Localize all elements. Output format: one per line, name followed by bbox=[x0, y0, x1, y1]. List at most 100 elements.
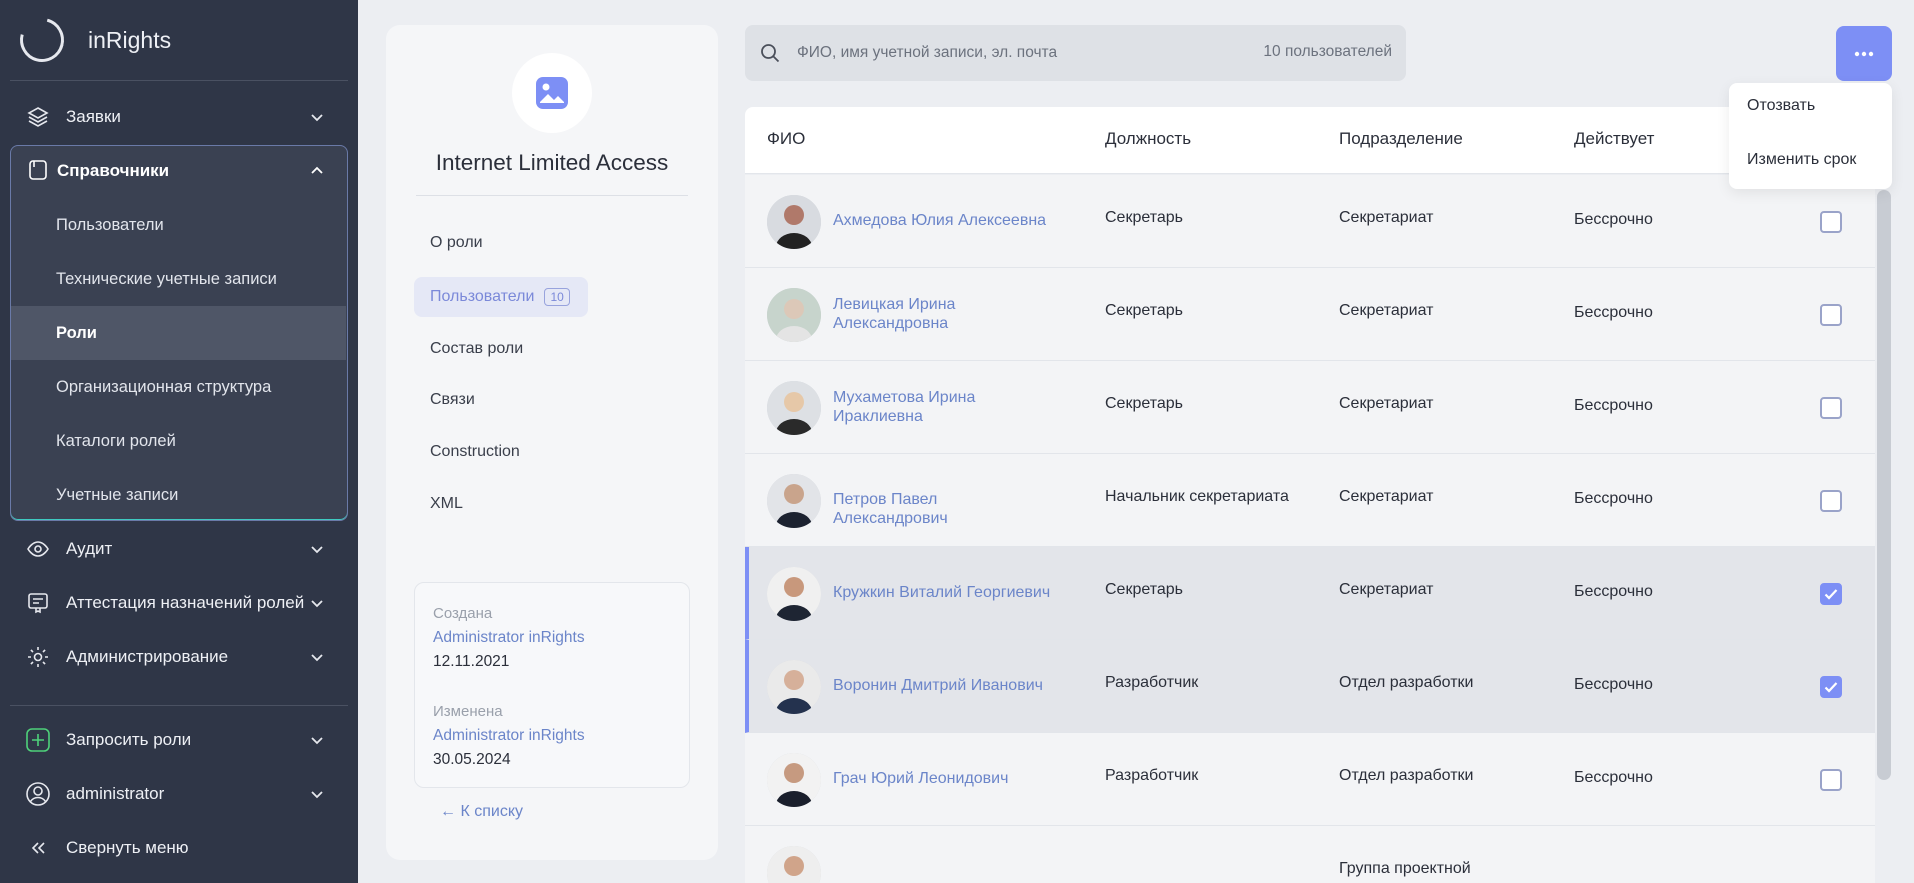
change-term-menu-item[interactable]: Изменить срок bbox=[1747, 151, 1857, 168]
department-cell: Группа проектной bbox=[1339, 860, 1471, 877]
position-cell: Секретарь bbox=[1105, 302, 1183, 319]
valid-cell: Бессрочно bbox=[1574, 211, 1653, 228]
back-to-list-link[interactable]: ← К списку bbox=[440, 803, 523, 820]
chevron-down-icon bbox=[311, 654, 323, 662]
user-name-link[interactable]: Левицкая Ирина Александровна bbox=[833, 296, 956, 332]
table-row[interactable]: Группа проектной bbox=[745, 826, 1875, 883]
tab-about-role[interactable]: О роли bbox=[430, 234, 483, 251]
position-cell: Секретарь bbox=[1105, 581, 1183, 598]
nav-user[interactable]: administrator bbox=[10, 767, 348, 821]
column-fio[interactable]: ФИО bbox=[767, 129, 806, 148]
column-department[interactable]: Подразделение bbox=[1339, 129, 1463, 148]
user-name-link[interactable]: Воронин Дмитрий Иванович bbox=[833, 677, 1043, 694]
scrollbar[interactable] bbox=[1877, 190, 1891, 780]
more-actions-button[interactable] bbox=[1836, 26, 1892, 81]
row-checkbox[interactable] bbox=[1820, 583, 1842, 605]
revoke-menu-item[interactable]: Отозвать bbox=[1747, 97, 1816, 114]
tab-construction[interactable]: Construction bbox=[430, 443, 520, 460]
search-input[interactable] bbox=[797, 39, 1237, 67]
nav-spravochniki-label: Справочники bbox=[57, 161, 170, 180]
eye-icon bbox=[25, 536, 51, 562]
users-table: ФИО Должность Подразделение Действует Ах… bbox=[745, 107, 1893, 883]
tab-links[interactable]: Связи bbox=[430, 391, 475, 408]
user-name-link[interactable]: Петров Павел Александрович bbox=[833, 491, 948, 527]
nav-request-roles-label: Запросить роли bbox=[66, 730, 192, 749]
column-valid[interactable]: Действует bbox=[1574, 129, 1655, 148]
nav-spravochniki[interactable]: Справочники bbox=[11, 146, 346, 196]
position-cell: Секретарь bbox=[1105, 209, 1183, 226]
row-checkbox[interactable] bbox=[1820, 304, 1842, 326]
nav-administration-label: Администрирование bbox=[66, 647, 229, 666]
layers-icon bbox=[25, 104, 51, 130]
brand: inRights bbox=[11, 9, 172, 71]
check-icon bbox=[1824, 682, 1838, 693]
nav-request-roles[interactable]: Запросить роли bbox=[10, 713, 348, 767]
position-cell: Разработчик bbox=[1105, 674, 1199, 691]
valid-cell: Бессрочно bbox=[1574, 397, 1653, 414]
chevron-down-icon bbox=[311, 546, 323, 554]
table-row[interactable]: Воронин Дмитрий Иванович Разработчик Отд… bbox=[745, 640, 1875, 733]
nav-audit-label: Аудит bbox=[66, 539, 113, 558]
tab-users[interactable]: Пользователи 10 bbox=[414, 277, 588, 317]
sidebar-item-tech-accounts[interactable]: Технические учетные записи bbox=[56, 269, 277, 288]
avatar bbox=[767, 660, 821, 714]
avatar bbox=[767, 753, 821, 807]
user-icon bbox=[25, 781, 51, 807]
table-row[interactable]: Кружкин Виталий Георгиевич Секретарь Сек… bbox=[745, 547, 1875, 640]
valid-cell: Бессрочно bbox=[1574, 583, 1653, 600]
row-checkbox[interactable] bbox=[1820, 769, 1842, 791]
sidebar-item-role-catalogs[interactable]: Каталоги ролей bbox=[56, 431, 176, 450]
row-checkbox[interactable] bbox=[1820, 490, 1842, 512]
users-count-badge: 10 bbox=[544, 288, 570, 306]
position-cell: Разработчик bbox=[1105, 767, 1199, 784]
avatar bbox=[767, 846, 821, 883]
sidebar-item-org-structure[interactable]: Организационная структура bbox=[56, 377, 272, 396]
modified-date: 30.05.2024 bbox=[433, 751, 511, 768]
table-row[interactable]: Ахмедова Юлия Алексеевна Секретарь Секре… bbox=[745, 175, 1875, 268]
more-horizontal-icon bbox=[1854, 51, 1874, 56]
department-cell: Секретариат bbox=[1339, 581, 1434, 598]
valid-cell: Бессрочно bbox=[1574, 769, 1653, 786]
app-name: inRights bbox=[88, 26, 172, 53]
table-row[interactable]: Левицкая Ирина Александровна Секретарь С… bbox=[745, 268, 1875, 361]
sidebar-item-users[interactable]: Пользователи bbox=[56, 215, 164, 234]
column-position[interactable]: Должность bbox=[1105, 129, 1192, 148]
tab-role-composition[interactable]: Состав роли bbox=[430, 340, 524, 357]
valid-cell: Бессрочно bbox=[1574, 304, 1653, 321]
table-row[interactable]: Петров Павел Александрович Начальник сек… bbox=[745, 454, 1875, 547]
sidebar-item-roles[interactable]: Роли bbox=[11, 306, 346, 360]
department-cell: Секретариат bbox=[1339, 209, 1434, 226]
department-cell: Секретариат bbox=[1339, 302, 1434, 319]
nav-attestation[interactable]: Аттестация назначений ролей bbox=[10, 576, 348, 630]
user-name-link[interactable]: Ахмедова Юлия Алексеевна bbox=[833, 212, 1047, 229]
row-checkbox[interactable] bbox=[1820, 211, 1842, 233]
row-checkbox[interactable] bbox=[1820, 676, 1842, 698]
nav-audit[interactable]: Аудит bbox=[10, 522, 348, 576]
certificate-icon bbox=[25, 590, 51, 616]
role-meta: Создана Administrator inRights 12.11.202… bbox=[414, 582, 690, 788]
divider bbox=[10, 705, 348, 706]
valid-cell: Бессрочно bbox=[1574, 676, 1653, 693]
modified-by-link[interactable]: Administrator inRights bbox=[433, 727, 585, 744]
table-row[interactable]: Мухаметова Ирина Ираклиевна Секретарь Се… bbox=[745, 361, 1875, 454]
user-name-link[interactable]: Кружкин Виталий Георгиевич bbox=[833, 584, 1051, 601]
user-name-link[interactable]: Мухаметова Ирина Ираклиевна bbox=[833, 389, 976, 425]
nav-administration[interactable]: Администрирование bbox=[10, 630, 348, 684]
modified-label: Изменена bbox=[433, 703, 503, 720]
department-cell: Секретариат bbox=[1339, 395, 1434, 412]
collapse-menu-button[interactable]: Свернуть меню bbox=[10, 821, 348, 875]
tab-xml[interactable]: XML bbox=[430, 495, 463, 512]
avatar bbox=[767, 288, 821, 342]
avatar bbox=[767, 381, 821, 435]
row-checkbox[interactable] bbox=[1820, 397, 1842, 419]
sidebar-item-accounts[interactable]: Учетные записи bbox=[56, 485, 179, 504]
created-by-link[interactable]: Administrator inRights bbox=[433, 629, 585, 646]
nav-zayavki[interactable]: Заявки bbox=[10, 90, 348, 144]
valid-cell: Бессрочно bbox=[1574, 490, 1653, 507]
user-name-link[interactable]: Грач Юрий Леонидович bbox=[833, 770, 1009, 787]
users-count: 10 пользователей bbox=[1263, 43, 1392, 60]
created-label: Создана bbox=[433, 605, 493, 622]
department-cell: Секретариат bbox=[1339, 488, 1434, 505]
role-title: Internet Limited Access bbox=[435, 150, 669, 175]
table-row[interactable]: Грач Юрий Леонидович Разработчик Отдел р… bbox=[745, 733, 1875, 826]
